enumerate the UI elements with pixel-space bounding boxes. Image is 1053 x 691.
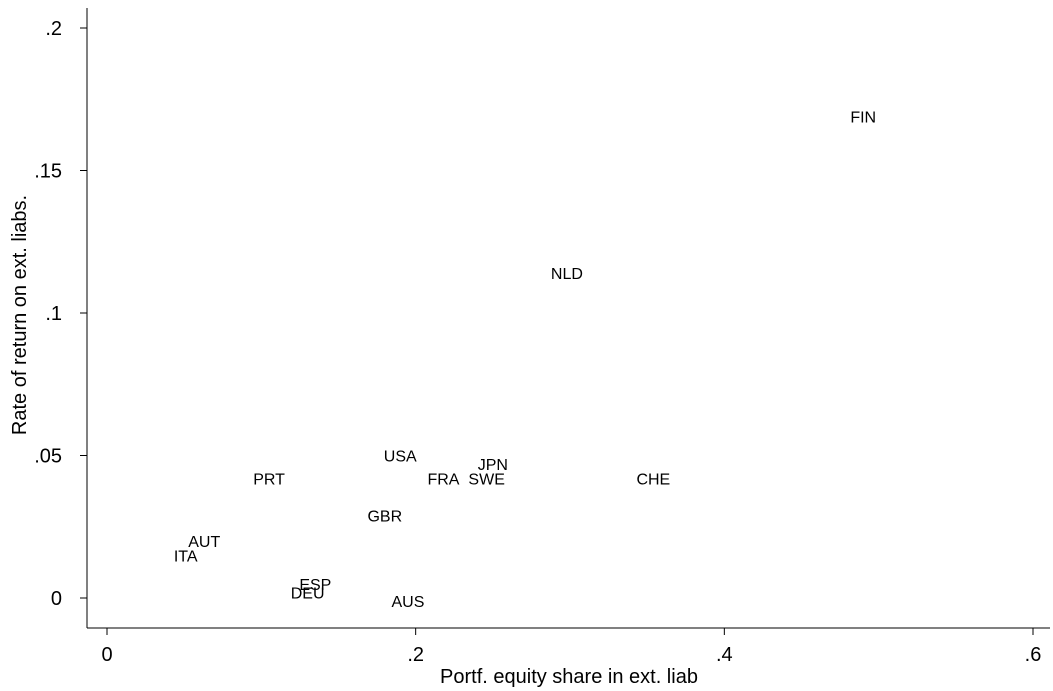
x-tick-label: 0 — [101, 644, 112, 666]
point-label-swe: SWE — [468, 471, 504, 488]
point-label-deu: DEU — [291, 585, 325, 602]
y-tick-label: .2 — [45, 18, 62, 40]
x-tick-label: .6 — [1025, 644, 1042, 666]
point-label-aus: AUS — [391, 594, 424, 611]
point-label-ita: ITA — [174, 548, 198, 565]
y-tick-label: 0 — [51, 588, 62, 610]
x-axis-ticks: 0 .2 .4 .6 — [101, 628, 1041, 666]
point-label-fin: FIN — [850, 109, 876, 126]
y-axis-title: Rate of return on ext. liabs. — [9, 195, 31, 435]
point-label-fra: FRA — [427, 471, 459, 488]
point-label-usa: USA — [384, 449, 417, 466]
x-axis-title: Portf. equity share in ext. liab — [440, 666, 698, 688]
point-label-che: CHE — [636, 471, 670, 488]
y-tick-label: .05 — [34, 446, 62, 468]
point-label-aut: AUT — [188, 534, 220, 551]
x-tick-label: .2 — [407, 644, 424, 666]
point-label-jpn: JPN — [478, 457, 508, 474]
y-axis-ticks: 0 .05 .1 .15 .2 — [34, 18, 87, 610]
point-label-prt: PRT — [253, 471, 285, 488]
point-label-nld: NLD — [551, 266, 583, 283]
x-tick-label: .4 — [716, 644, 733, 666]
y-tick-label: .15 — [34, 161, 62, 183]
point-label-gbr: GBR — [367, 508, 402, 525]
point-label-esp: ESP — [299, 577, 331, 594]
y-tick-label: .1 — [45, 303, 62, 325]
